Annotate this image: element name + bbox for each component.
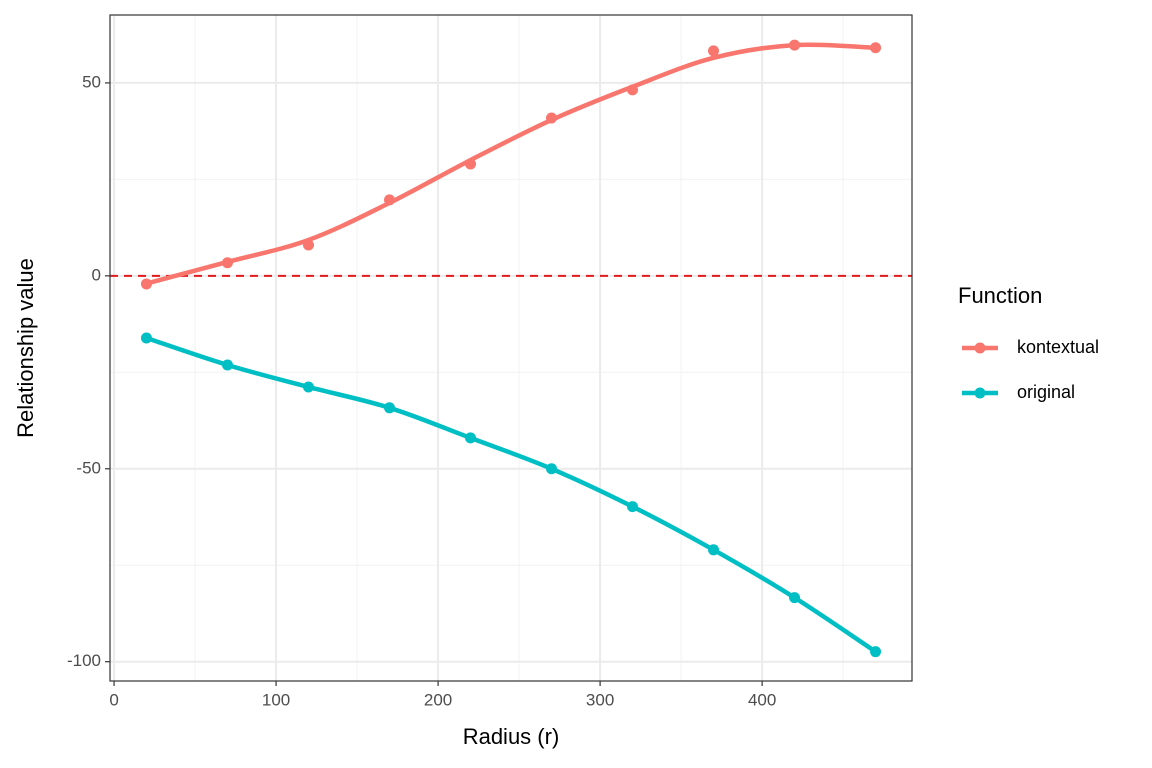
legend-label: kontextual xyxy=(1017,337,1099,357)
y-tick-label: 50 xyxy=(82,72,101,91)
point xyxy=(870,646,882,658)
point xyxy=(383,194,395,206)
x-tick-label: 0 xyxy=(109,690,118,709)
point xyxy=(870,42,882,54)
fit-line xyxy=(145,335,877,654)
point xyxy=(464,158,476,170)
point xyxy=(221,359,233,371)
point xyxy=(302,239,314,251)
legend-key-point xyxy=(974,342,986,354)
y-tick-label: 0 xyxy=(92,265,101,284)
x-tick-label: 100 xyxy=(262,690,290,709)
x-tick-label: 400 xyxy=(748,690,776,709)
point xyxy=(789,39,801,51)
x-tick-label: 300 xyxy=(586,690,614,709)
point xyxy=(546,112,558,124)
y-tick-label: -100 xyxy=(67,651,101,670)
point xyxy=(708,544,720,556)
point xyxy=(140,278,152,290)
point xyxy=(627,501,639,513)
point xyxy=(302,381,314,393)
fit-line xyxy=(145,42,876,286)
y-tick-label: -50 xyxy=(76,458,101,477)
legend-title: Function xyxy=(958,283,1042,308)
point xyxy=(383,402,395,414)
point xyxy=(708,45,720,57)
legend-key-point xyxy=(974,387,986,399)
x-axis-title: Radius (r) xyxy=(463,724,560,749)
point xyxy=(789,592,801,604)
x-tick-label: 200 xyxy=(424,690,452,709)
point xyxy=(627,84,639,96)
panel-border xyxy=(109,14,913,682)
y-axis-title: Relationship value xyxy=(13,258,38,438)
point xyxy=(546,463,558,475)
point xyxy=(140,332,152,344)
point xyxy=(464,432,476,444)
point xyxy=(221,257,233,269)
legend-label: original xyxy=(1017,382,1075,402)
